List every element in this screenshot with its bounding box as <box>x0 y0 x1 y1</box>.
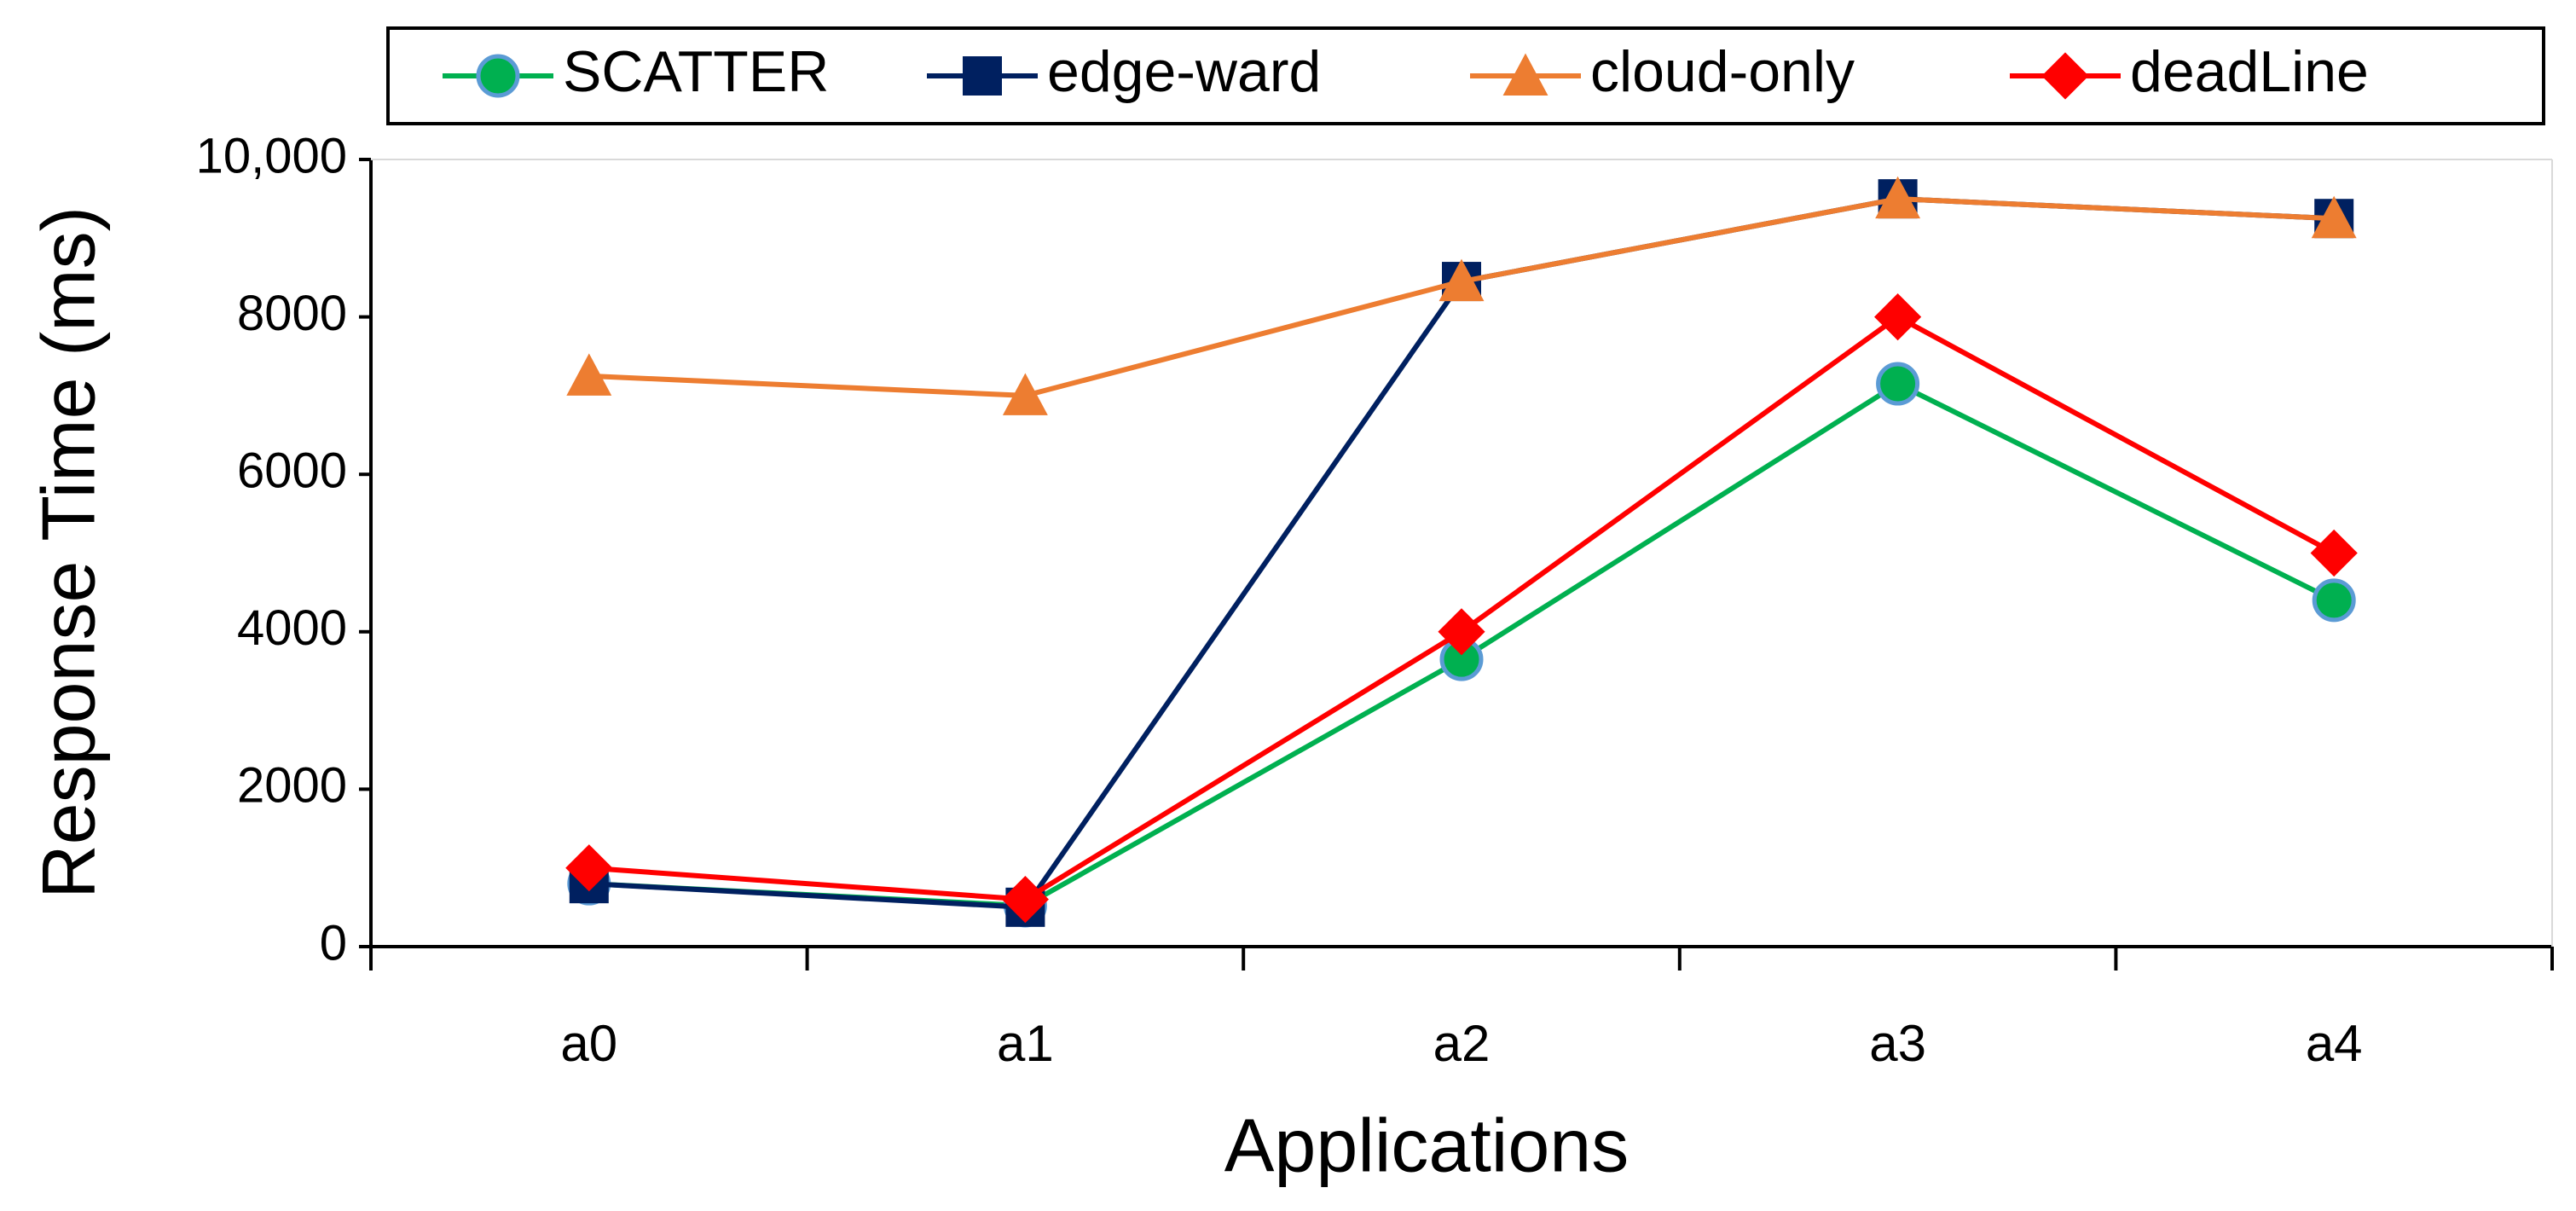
legend-label: edge-ward <box>1047 39 1321 104</box>
x-axis-title: Applications <box>1224 1103 1630 1187</box>
x-tick-label: a1 <box>997 1015 1054 1072</box>
legend-label: SCATTER <box>563 39 829 104</box>
y-tick-label: 0 <box>320 915 347 971</box>
data-point <box>2310 529 2358 577</box>
x-tick-label: a4 <box>2306 1015 2363 1072</box>
data-point <box>565 844 613 892</box>
data-point <box>2312 578 2356 623</box>
legend-label: deadLine <box>2130 39 2369 104</box>
data-point <box>1874 293 1922 341</box>
data-point <box>2311 195 2357 239</box>
y-axis-title: Response Time (ms) <box>26 206 110 899</box>
data-point <box>566 353 612 396</box>
y-tick-label: 8000 <box>237 286 347 341</box>
legend-label: cloud-only <box>1590 39 1855 104</box>
data-point <box>1875 176 1921 219</box>
data-point <box>1002 373 1048 415</box>
legend-marker <box>476 54 520 98</box>
legend-marker <box>1502 53 1548 96</box>
y-tick-label: 2000 <box>237 758 347 814</box>
data-point <box>1001 876 1049 924</box>
legend-box <box>386 26 2545 125</box>
y-tick-label: 4000 <box>237 600 347 656</box>
y-tick-label: 6000 <box>237 443 347 499</box>
x-tick-label: a2 <box>1433 1015 1491 1072</box>
legend-marker <box>2041 52 2089 100</box>
x-tick-label: a0 <box>560 1015 617 1072</box>
data-point <box>1439 258 1485 302</box>
legend-marker <box>963 56 1002 96</box>
data-point <box>1876 362 1920 406</box>
y-tick-label: 10,000 <box>196 128 347 183</box>
x-tick-label: a3 <box>1869 1015 1926 1072</box>
data-point <box>1438 608 1485 656</box>
